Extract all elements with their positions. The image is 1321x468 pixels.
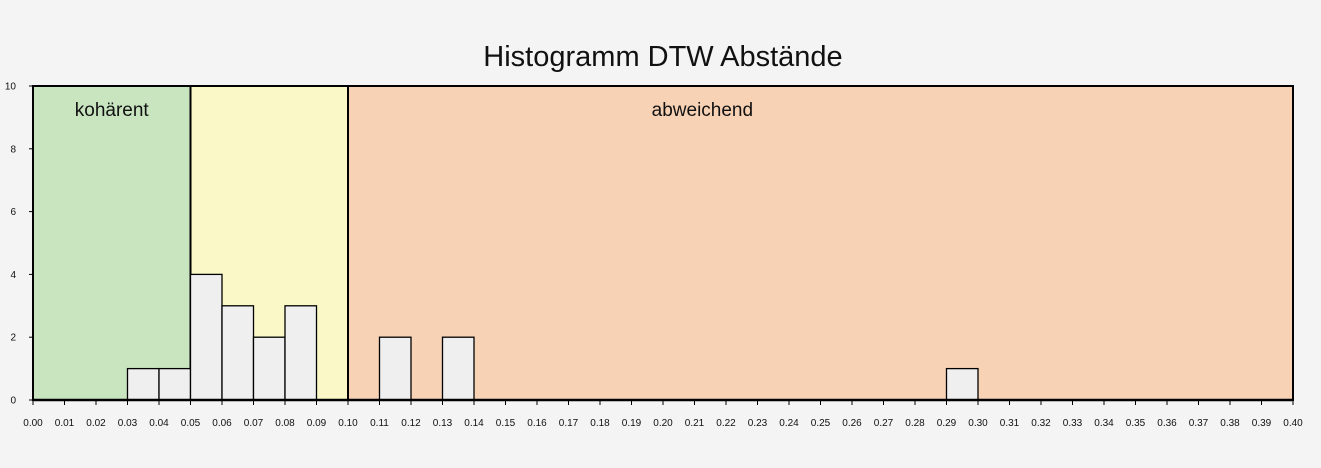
x-tick-label: 0.34 xyxy=(1094,418,1114,429)
x-tick-label: 0.01 xyxy=(55,418,75,429)
y-tick-label: 6 xyxy=(10,207,16,218)
y-tick-label: 10 xyxy=(5,82,17,93)
zone-label-0: kohärent xyxy=(75,100,150,121)
axes: 0 2 4 6 8 10 0.00 0.01 0.02 0.03 0.04 0.05 0.06 0.07 0… xyxy=(5,82,1303,430)
x-tick-label: 0.02 xyxy=(86,418,106,429)
x-tick-label: 0.09 xyxy=(307,418,327,429)
x-tick-label: 0.25 xyxy=(811,418,831,429)
histogram-bar xyxy=(945,367,979,401)
y-tick-label: 4 xyxy=(10,270,16,281)
x-tick-label: 0.37 xyxy=(1189,418,1209,429)
histogram-bar xyxy=(441,336,475,401)
x-tick-label: 0.31 xyxy=(1000,418,1020,429)
histogram-bar xyxy=(252,336,286,401)
x-tick-label: 0.08 xyxy=(275,418,295,429)
x-tick-label: 0.12 xyxy=(401,418,421,429)
histogram-bars xyxy=(126,273,979,401)
x-tick-label: 0.29 xyxy=(937,418,957,429)
histogram-bar xyxy=(189,273,223,401)
x-tick-label: 0.36 xyxy=(1157,418,1177,429)
histogram-bar xyxy=(284,305,318,401)
y-tick-label: 2 xyxy=(10,333,16,344)
x-tick-label: 0.27 xyxy=(874,418,894,429)
x-tick-label: 0.06 xyxy=(212,418,232,429)
x-tick-label: 0.26 xyxy=(842,418,862,429)
x-tick-label: 0.13 xyxy=(433,418,453,429)
histogram-bar xyxy=(221,305,255,401)
x-tick-label: 0.32 xyxy=(1031,418,1051,429)
x-tick-label: 0.39 xyxy=(1252,418,1272,429)
x-tick-label: 0.04 xyxy=(149,418,169,429)
x-tick-label: 0.23 xyxy=(748,418,768,429)
histogram-bar xyxy=(126,367,160,401)
x-tick-label: 0.19 xyxy=(622,418,642,429)
y-tick-label: 0 xyxy=(10,396,16,407)
x-tick-label: 0.07 xyxy=(244,418,264,429)
x-tick-label: 0.10 xyxy=(338,418,358,429)
x-tick-label: 0.15 xyxy=(496,418,516,429)
histogram-bar xyxy=(158,367,192,401)
y-tick-label: 8 xyxy=(10,144,16,155)
x-tick-label: 0.20 xyxy=(653,418,673,429)
x-tick-label: 0.22 xyxy=(716,418,736,429)
x-tick-label: 0.05 xyxy=(181,418,201,429)
x-tick-label: 0.40 xyxy=(1283,418,1303,429)
x-tick-label: 0.11 xyxy=(370,418,389,429)
histogram-bar xyxy=(378,336,412,401)
x-tick-label: 0.00 xyxy=(23,418,43,429)
chart-title: Histogramm DTW Abstände xyxy=(483,41,842,73)
x-tick-label: 0.24 xyxy=(779,418,799,429)
region-0 xyxy=(32,85,192,401)
x-tick-label: 0.18 xyxy=(590,418,610,429)
x-tick-label: 0.38 xyxy=(1220,418,1240,429)
region-2 xyxy=(347,85,1294,401)
zone-label-2: abweichend xyxy=(652,100,753,121)
x-tick-label: 0.28 xyxy=(905,418,925,429)
x-tick-label: 0.33 xyxy=(1063,418,1083,429)
x-tick-label: 0.35 xyxy=(1126,418,1146,429)
x-tick-label: 0.30 xyxy=(968,418,988,429)
x-tick-label: 0.14 xyxy=(464,418,484,429)
zone-labels: kohärent abweichend xyxy=(75,100,753,121)
x-tick-label: 0.03 xyxy=(118,418,138,429)
x-tick-label: 0.17 xyxy=(559,418,579,429)
x-tick-label: 0.16 xyxy=(527,418,547,429)
x-tick-label: 0.21 xyxy=(685,418,705,429)
